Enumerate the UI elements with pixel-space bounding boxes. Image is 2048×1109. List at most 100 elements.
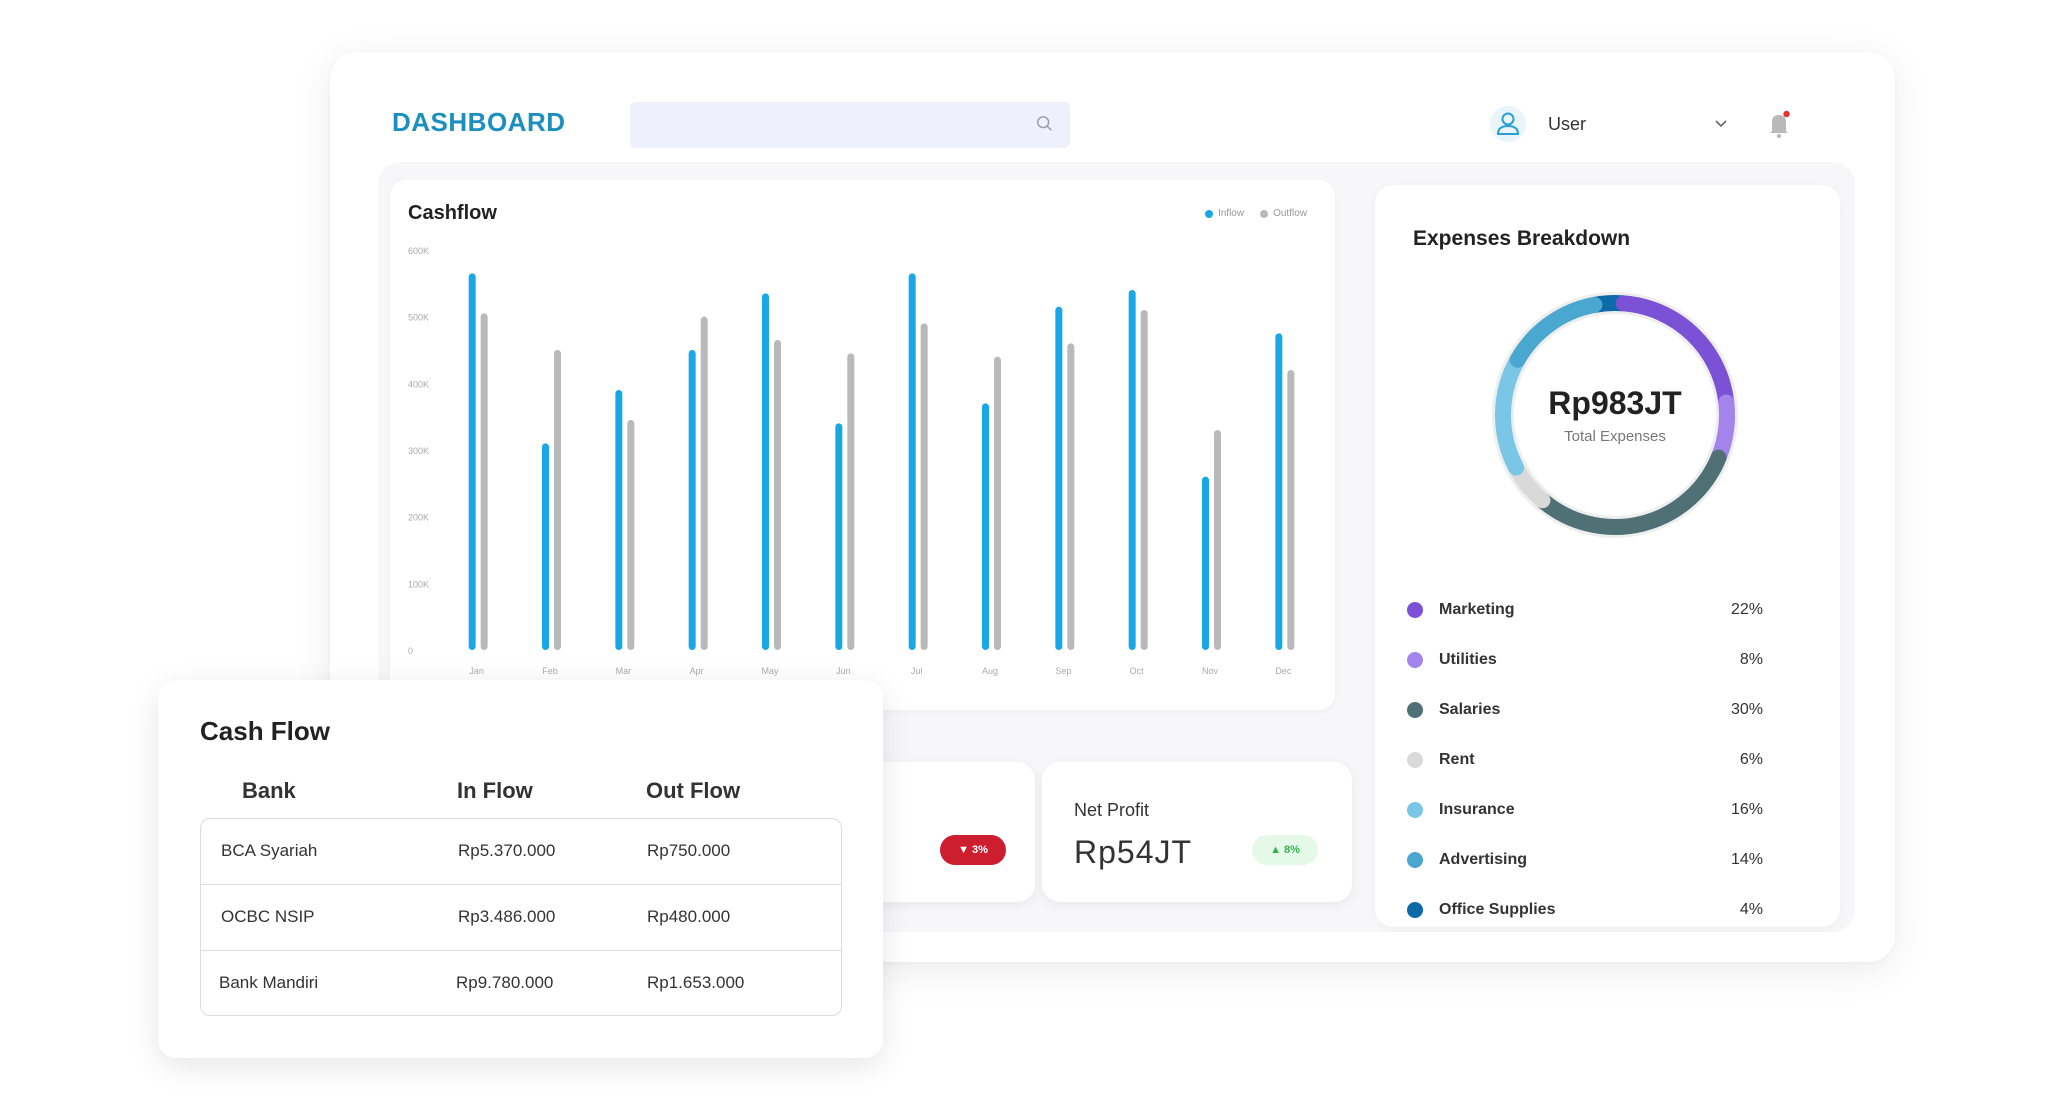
expense-item-marketing: Marketing 22%: [1405, 585, 1765, 635]
out-flow-cell: Rp750.000: [647, 841, 731, 860]
change-badge-positive: ▲ 8%: [1252, 835, 1318, 865]
legend-label: Outflow: [1273, 208, 1307, 219]
stat-card-net-profit: Net Profit Rp54JT ▲ 8%: [1042, 762, 1352, 902]
y-tick-label: 600K: [408, 246, 429, 256]
bar-outflow-apr[interactable]: [700, 316, 708, 650]
expense-name: Insurance: [1439, 801, 1515, 818]
avatar: [1490, 106, 1526, 142]
table-row[interactable]: Bank Mandiri Rp9.780.000 Rp1.653.000: [201, 951, 841, 1015]
expense-name: Salaries: [1439, 701, 1501, 718]
bar-outflow-feb[interactable]: [554, 350, 561, 650]
total-expenses-label: Total Expenses: [1564, 428, 1666, 445]
user-name: User: [1548, 114, 1587, 134]
expense-item-utilities: Utilities 8%: [1405, 635, 1765, 685]
expenses-legend-list: Marketing 22% Utilities 8% Salaries 30% …: [1405, 585, 1765, 935]
bar-inflow-may[interactable]: [762, 293, 769, 650]
bar-inflow-sep[interactable]: [1055, 306, 1063, 650]
net-profit-label: Net Profit: [1074, 800, 1150, 820]
expense-swatch: [1407, 702, 1423, 718]
bar-inflow-mar[interactable]: [615, 390, 623, 650]
bar-inflow-oct[interactable]: [1128, 290, 1136, 650]
bar-inflow-feb[interactable]: [542, 443, 549, 650]
bar-outflow-may[interactable]: [774, 340, 781, 650]
column-header-out-flow: Out Flow: [646, 778, 741, 803]
y-tick-label: 300K: [408, 446, 429, 456]
bar-inflow-aug[interactable]: [982, 403, 989, 650]
x-tick-label: Jul: [911, 666, 923, 676]
expense-swatch: [1407, 602, 1423, 618]
chevron-down-icon[interactable]: [1712, 114, 1730, 132]
bar-outflow-dec[interactable]: [1287, 370, 1295, 650]
notification-bell-icon[interactable]: [1766, 109, 1792, 139]
chart-legend: Inflow Outflow: [1204, 208, 1307, 219]
bar-inflow-jan[interactable]: [468, 273, 476, 650]
bank-cell: OCBC NSIP: [221, 907, 315, 926]
expenses-donut-chart: [1492, 292, 1738, 538]
donut-slice-insurance[interactable]: [1495, 352, 1526, 476]
bank-cell: BCA Syariah: [221, 841, 318, 860]
cash-flow-table: BCA Syariah Rp5.370.000 Rp750.000 OCBC N…: [200, 818, 842, 1016]
bar-outflow-jul[interactable]: [920, 323, 928, 650]
y-tick-label: 200K: [408, 513, 429, 523]
x-tick-label: Apr: [690, 666, 704, 676]
expense-swatch: [1407, 752, 1423, 768]
bar-inflow-apr[interactable]: [688, 350, 696, 650]
expense-percent: 30%: [1730, 701, 1763, 718]
x-tick-label: Feb: [542, 666, 558, 676]
bar-inflow-nov[interactable]: [1202, 476, 1209, 650]
expense-percent: 14%: [1730, 851, 1763, 868]
top-header: DASHBOARD User: [330, 52, 1895, 182]
bar-outflow-jan[interactable]: [480, 313, 488, 650]
expenses-breakdown-card: Expenses Breakdown Rp983JT Total Expense…: [1375, 185, 1840, 927]
expense-item-insurance: Insurance 16%: [1405, 785, 1765, 835]
cashflow-bar-chart: 600K 500K 400K 300K 200K 100K 0 Jan Feb Mar Apr May…: [408, 246, 1295, 676]
change-badge-negative: ▼ 3%: [940, 835, 1006, 865]
bar-inflow-jun[interactable]: [835, 423, 843, 650]
y-tick-label: 400K: [408, 379, 429, 389]
bar-outflow-sep[interactable]: [1067, 343, 1075, 650]
bar-outflow-mar[interactable]: [627, 420, 635, 650]
bar-outflow-nov[interactable]: [1214, 430, 1221, 650]
chart-title: Cashflow: [408, 202, 497, 224]
bar-outflow-aug[interactable]: [994, 356, 1001, 650]
donut-slice-advertising[interactable]: [1509, 296, 1603, 368]
table-row[interactable]: BCA Syariah Rp5.370.000 Rp750.000: [201, 819, 841, 885]
expense-percent: 22%: [1730, 601, 1763, 618]
user-menu[interactable]: User: [1490, 102, 1740, 148]
expense-item-office-supplies: Office Supplies 4%: [1405, 885, 1765, 935]
y-tick-label: 0: [408, 646, 413, 656]
search-input[interactable]: [630, 102, 1070, 148]
x-tick-label: Jun: [836, 666, 851, 676]
user-icon: [1496, 112, 1520, 135]
bar-outflow-jun[interactable]: [847, 353, 855, 650]
expense-swatch: [1407, 802, 1423, 818]
out-flow-cell: Rp1.653.000: [647, 973, 745, 992]
x-tick-label: Jan: [469, 666, 484, 676]
expense-item-rent: Rent 6%: [1405, 735, 1765, 785]
donut-slice-marketing[interactable]: [1615, 295, 1735, 410]
expense-swatch: [1407, 652, 1423, 668]
table-row[interactable]: OCBC NSIP Rp3.486.000 Rp480.000: [201, 885, 841, 951]
y-tick-label: 500K: [408, 313, 429, 323]
expense-name: Office Supplies: [1439, 901, 1556, 918]
expense-name: Utilities: [1439, 651, 1497, 668]
x-tick-label: Aug: [982, 666, 998, 676]
search-icon[interactable]: [1036, 115, 1054, 133]
cash-flow-table-card: Cash Flow Bank In Flow Out Flow BCA Syar…: [158, 680, 883, 1058]
in-flow-cell: Rp5.370.000: [458, 841, 556, 860]
net-profit-value: Rp54JT: [1074, 834, 1193, 870]
bar-inflow-dec[interactable]: [1275, 333, 1283, 650]
donut-slice-salaries[interactable]: [1535, 449, 1727, 535]
column-header-bank: Bank: [242, 778, 296, 803]
legend-swatch: [1204, 209, 1213, 218]
bar-outflow-oct[interactable]: [1140, 310, 1148, 650]
brand-title: DASHBOARD: [392, 107, 566, 137]
x-tick-label: Mar: [616, 666, 632, 676]
x-tick-label: May: [761, 666, 779, 676]
expense-swatch: [1407, 902, 1423, 918]
expense-item-advertising: Advertising 14%: [1405, 835, 1765, 885]
in-flow-cell: Rp3.486.000: [458, 907, 556, 926]
bar-inflow-jul[interactable]: [908, 273, 916, 650]
legend-swatch: [1260, 209, 1269, 218]
